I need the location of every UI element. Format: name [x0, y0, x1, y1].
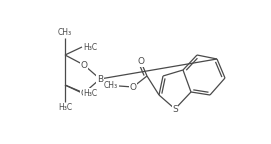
Text: B: B	[97, 74, 103, 84]
Text: CH₃: CH₃	[58, 28, 72, 37]
Text: S: S	[172, 105, 178, 113]
Text: O: O	[80, 60, 88, 70]
Text: CH₃: CH₃	[104, 82, 118, 90]
Text: H₃C: H₃C	[58, 103, 72, 112]
Text: O: O	[80, 89, 88, 97]
Text: H₃C: H₃C	[83, 89, 97, 97]
Text: H₃C: H₃C	[83, 42, 97, 52]
Text: O: O	[137, 57, 144, 67]
Text: O: O	[130, 83, 137, 91]
